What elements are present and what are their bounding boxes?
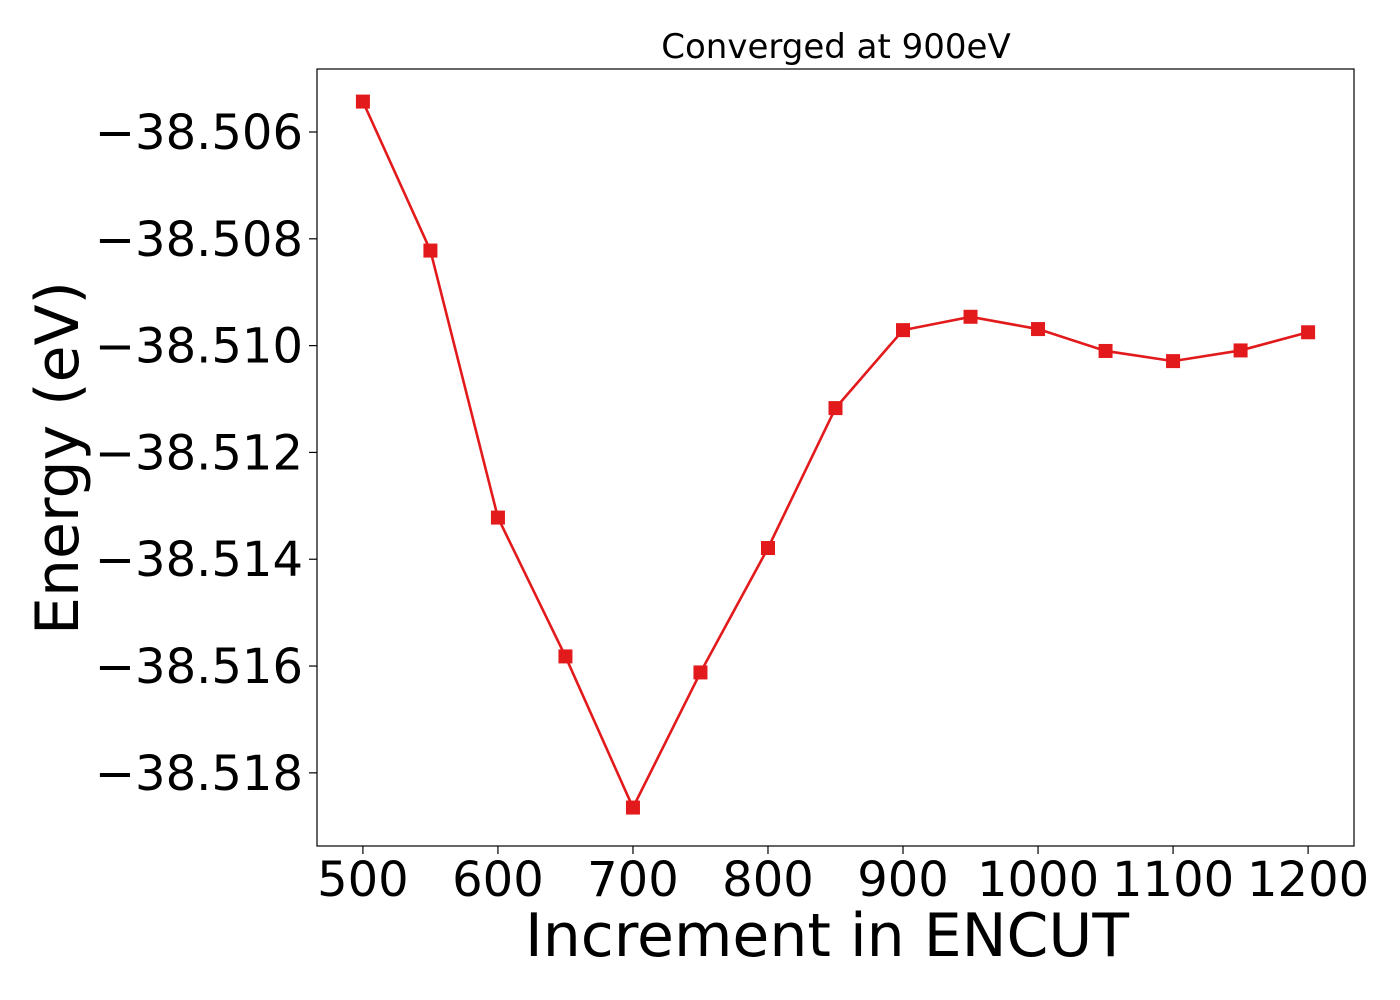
y-axis-ticks: −38.506 −38.508 −38.510 −38.512 −38.514 −38.5…	[95, 105, 317, 802]
data-point-marker	[693, 665, 708, 680]
data-point-marker	[1098, 343, 1113, 358]
data-point-marker	[1301, 325, 1316, 340]
y-tick-label: −38.506	[95, 105, 303, 161]
data-point-marker	[355, 94, 370, 109]
x-tick-label: 1100	[1112, 852, 1234, 908]
x-tick-label: 1000	[977, 852, 1099, 908]
data-point-marker	[828, 401, 843, 416]
data-point-marker	[558, 649, 573, 664]
x-tick-label: 900	[857, 852, 949, 908]
data-point-marker	[896, 323, 911, 338]
data-point-marker	[423, 243, 438, 258]
chart-title: Converged at 900eV	[661, 27, 1010, 67]
data-point-marker	[760, 541, 775, 556]
data-series	[355, 94, 1316, 815]
data-point-marker	[963, 309, 978, 324]
plot-frame	[316, 68, 1355, 847]
y-tick-label: −38.510	[95, 319, 303, 375]
x-tick-label: 800	[722, 852, 814, 908]
y-tick-label: −38.512	[95, 425, 303, 481]
x-tick-label: 600	[452, 852, 544, 908]
x-axis-label: Increment in ENCUT	[525, 901, 1129, 971]
x-tick-label: 1200	[1247, 852, 1369, 908]
x-axis-ticks: 500 600 700 800 900 1000 1100 1200	[317, 846, 1369, 908]
x-tick-label: 700	[587, 852, 679, 908]
data-point-marker	[1031, 322, 1046, 337]
y-tick-label: −38.508	[95, 212, 303, 268]
x-tick-label: 500	[317, 852, 409, 908]
data-point-marker	[1166, 354, 1181, 369]
y-axis-label: Energy (eV)	[23, 281, 93, 635]
data-point-marker	[490, 510, 505, 525]
y-tick-label: −38.518	[95, 746, 303, 802]
data-point-marker	[1233, 343, 1248, 358]
y-tick-label: −38.514	[95, 532, 303, 588]
data-point-marker	[625, 800, 640, 815]
y-tick-label: −38.516	[95, 639, 303, 695]
